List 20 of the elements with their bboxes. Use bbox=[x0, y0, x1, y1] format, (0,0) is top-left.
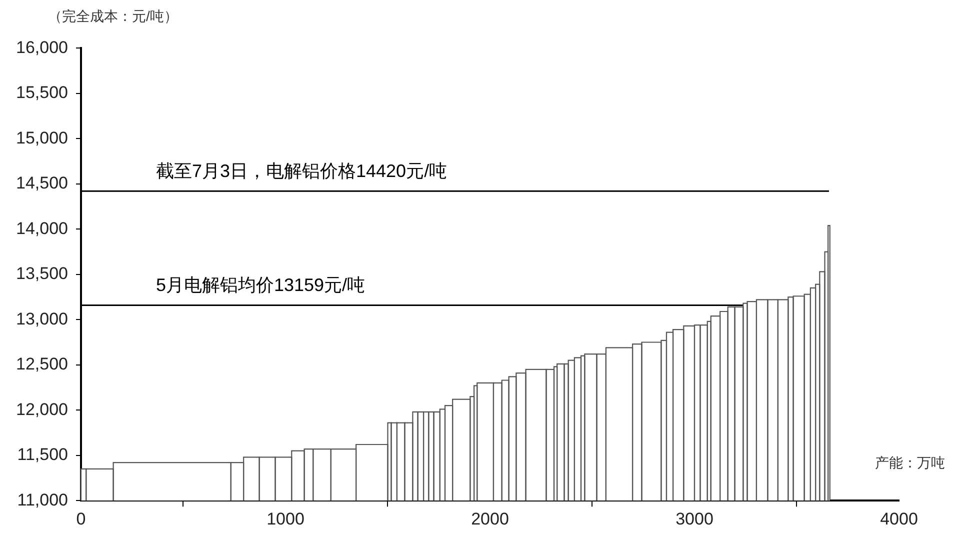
x-tick-label: 2000 bbox=[471, 509, 509, 528]
ref-line-label: 5月电解铝均价13159元/吨 bbox=[156, 275, 366, 296]
y-tick-label: 16,000 bbox=[16, 38, 68, 57]
y-tick-label: 14,000 bbox=[16, 218, 68, 238]
y-tick-label: 12,500 bbox=[16, 354, 68, 374]
x-tick-label: 3000 bbox=[676, 509, 714, 528]
x-axis-title: 产能：万吨 bbox=[875, 454, 945, 470]
y-tick-label: 14,500 bbox=[16, 174, 68, 193]
y-tick-label: 13,500 bbox=[16, 264, 68, 284]
y-tick-label: 11,500 bbox=[17, 445, 68, 464]
y-tick-label: 11,000 bbox=[17, 490, 68, 510]
ref-line-label: 截至7月3日，电解铝价格14420元/吨 bbox=[156, 161, 448, 182]
x-tick-label: 1000 bbox=[266, 509, 304, 528]
y-tick-label: 13,000 bbox=[16, 309, 68, 328]
y-axis-title: （完全成本：元/吨） bbox=[47, 8, 179, 26]
y-tick-label: 12,000 bbox=[16, 400, 68, 419]
y-tick-label: 15,500 bbox=[16, 83, 68, 102]
x-tick-label: 4000 bbox=[880, 509, 918, 528]
y-tick-label: 15,000 bbox=[16, 128, 68, 148]
x-tick-label: 0 bbox=[76, 509, 86, 528]
